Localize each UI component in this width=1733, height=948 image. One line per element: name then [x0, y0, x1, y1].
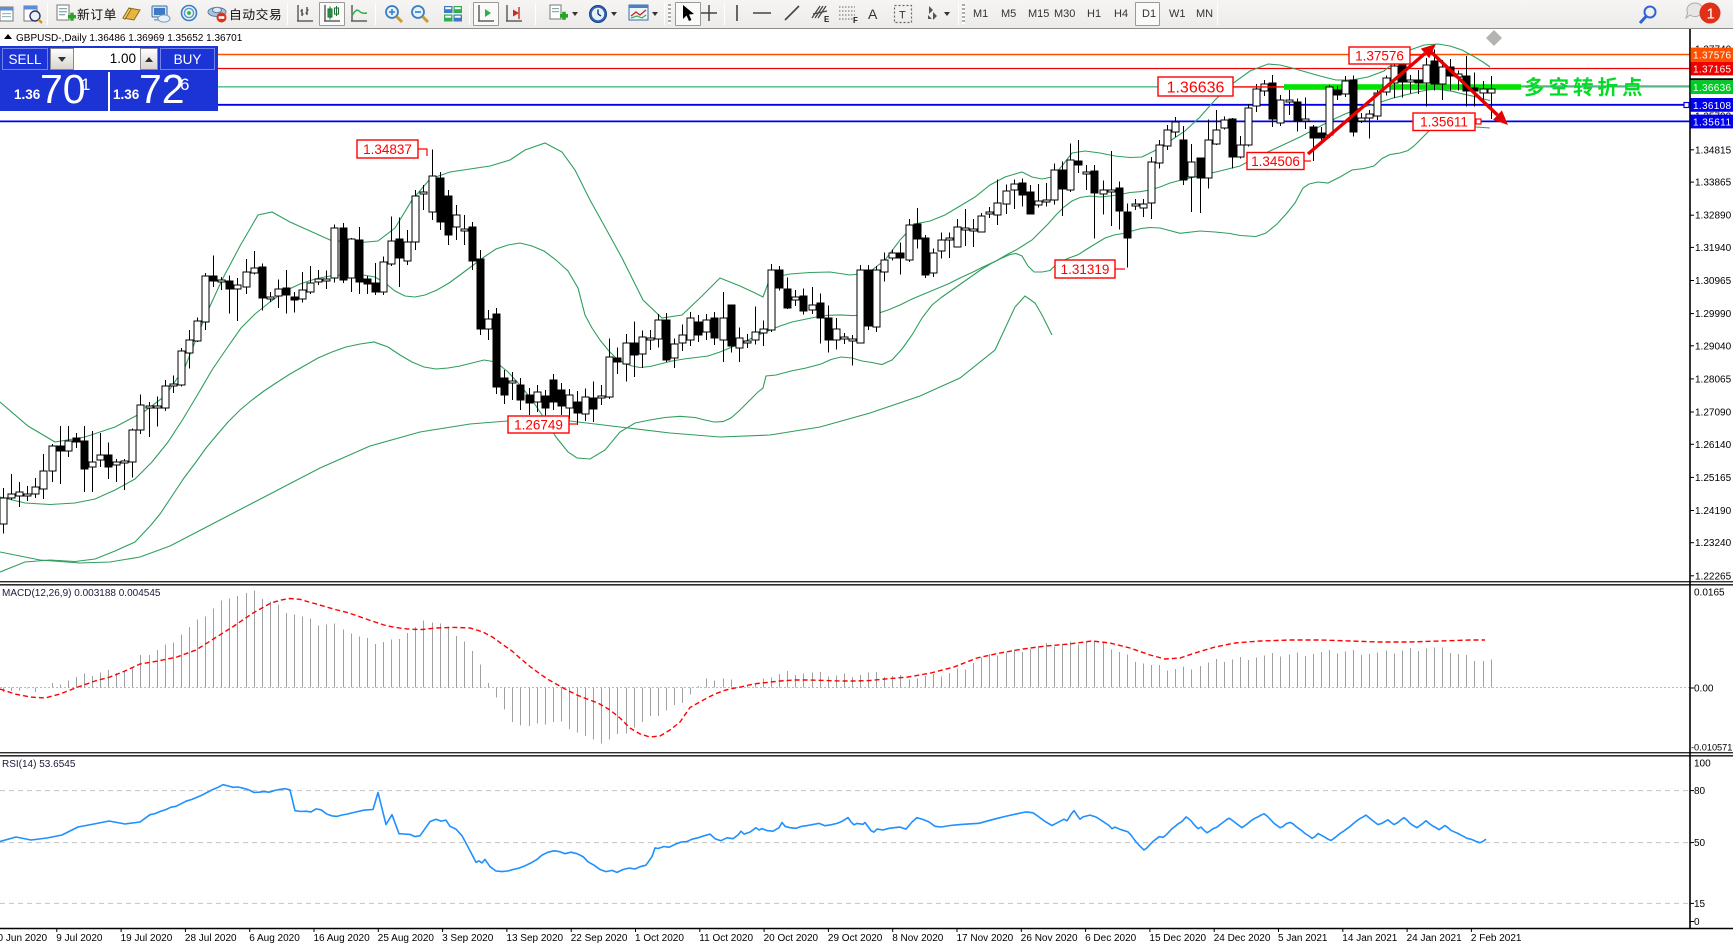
svg-text:80: 80: [1694, 786, 1706, 797]
svg-text:GBPUSD-,Daily 1.36486 1.36969: GBPUSD-,Daily 1.36486 1.36969 1.35652 1.…: [16, 33, 243, 44]
svg-text:1.28065: 1.28065: [1695, 374, 1732, 385]
svg-text:1.26140: 1.26140: [1695, 440, 1732, 451]
svg-text:24 Dec 2020: 24 Dec 2020: [1214, 933, 1271, 944]
svg-text:1.31319: 1.31319: [1061, 262, 1110, 277]
svg-text:22 Sep 2020: 22 Sep 2020: [571, 933, 628, 944]
svg-text:2 Feb 2021: 2 Feb 2021: [1471, 933, 1522, 944]
svg-text:1.29040: 1.29040: [1695, 341, 1732, 352]
svg-text:F: F: [853, 16, 858, 24]
svg-text:9 Jul 2020: 9 Jul 2020: [56, 933, 103, 944]
svg-text:1 Oct 2020: 1 Oct 2020: [635, 933, 684, 944]
svg-text:1.34506: 1.34506: [1251, 154, 1300, 169]
svg-text:15: 15: [1694, 899, 1706, 910]
svg-text:6 Aug 2020: 6 Aug 2020: [249, 933, 300, 944]
svg-text:1.22265: 1.22265: [1695, 571, 1732, 582]
svg-text:15 Dec 2020: 15 Dec 2020: [1149, 933, 1206, 944]
svg-text:0.0165: 0.0165: [1694, 588, 1725, 599]
svg-text:1.36636: 1.36636: [1167, 79, 1225, 96]
svg-text:1.37576: 1.37576: [1355, 48, 1404, 63]
svg-text:1.30965: 1.30965: [1695, 276, 1732, 287]
svg-text:8 Nov 2020: 8 Nov 2020: [892, 933, 944, 944]
svg-text:1.26749: 1.26749: [514, 417, 563, 432]
svg-text:1.35611: 1.35611: [1693, 117, 1731, 128]
svg-text:1.37576: 1.37576: [1693, 50, 1731, 61]
svg-text:100: 100: [1694, 759, 1711, 770]
svg-text:5 Jan 2021: 5 Jan 2021: [1278, 933, 1328, 944]
svg-text:20 Oct 2020: 20 Oct 2020: [764, 933, 819, 944]
svg-text:25 Aug 2020: 25 Aug 2020: [378, 933, 435, 944]
svg-text:30 Jun 2020: 30 Jun 2020: [0, 933, 47, 944]
svg-text:1.29990: 1.29990: [1695, 309, 1732, 320]
svg-text:MACD(12,26,9) 0.003188 0.00454: MACD(12,26,9) 0.003188 0.004545: [2, 588, 161, 599]
svg-text:17 Nov 2020: 17 Nov 2020: [957, 933, 1014, 944]
svg-text:T: T: [899, 10, 906, 22]
svg-text:0: 0: [1694, 917, 1700, 928]
svg-text:28 Jul 2020: 28 Jul 2020: [185, 933, 237, 944]
svg-text:6 Dec 2020: 6 Dec 2020: [1085, 933, 1137, 944]
svg-text:1.24190: 1.24190: [1695, 506, 1732, 517]
svg-text:1.34837: 1.34837: [363, 142, 412, 157]
svg-text:16 Aug 2020: 16 Aug 2020: [314, 933, 371, 944]
svg-text:29 Oct 2020: 29 Oct 2020: [828, 933, 883, 944]
svg-text:1.32890: 1.32890: [1695, 211, 1732, 222]
svg-text:1.25165: 1.25165: [1695, 473, 1732, 484]
svg-text:E: E: [824, 15, 830, 24]
svg-text:13 Sep 2020: 13 Sep 2020: [506, 933, 563, 944]
svg-text:1.31940: 1.31940: [1695, 243, 1732, 254]
svg-text:3 Sep 2020: 3 Sep 2020: [442, 933, 494, 944]
svg-text:0.00: 0.00: [1694, 684, 1714, 695]
svg-text:RSI(14) 53.6545: RSI(14) 53.6545: [2, 759, 76, 770]
svg-text:1.23240: 1.23240: [1695, 538, 1732, 549]
svg-text:1.36636: 1.36636: [1693, 83, 1731, 94]
svg-text:11 Oct 2020: 11 Oct 2020: [699, 933, 753, 944]
svg-text:1.37165: 1.37165: [1693, 64, 1731, 75]
svg-text:24 Jan 2021: 24 Jan 2021: [1407, 933, 1462, 944]
svg-text:14 Jan 2021: 14 Jan 2021: [1342, 933, 1397, 944]
svg-text:19 Jul 2020: 19 Jul 2020: [121, 933, 173, 944]
svg-text:-0.010571: -0.010571: [1691, 743, 1732, 753]
svg-text:1: 1: [1707, 6, 1715, 23]
svg-text:50: 50: [1694, 838, 1706, 849]
svg-text:1.36108: 1.36108: [1693, 101, 1731, 112]
svg-text:1.33865: 1.33865: [1695, 178, 1732, 189]
svg-text:26 Nov 2020: 26 Nov 2020: [1021, 933, 1078, 944]
svg-text:1.35611: 1.35611: [1420, 115, 1468, 130]
svg-text:1.34815: 1.34815: [1695, 145, 1732, 156]
svg-text:1.27090: 1.27090: [1695, 408, 1732, 419]
